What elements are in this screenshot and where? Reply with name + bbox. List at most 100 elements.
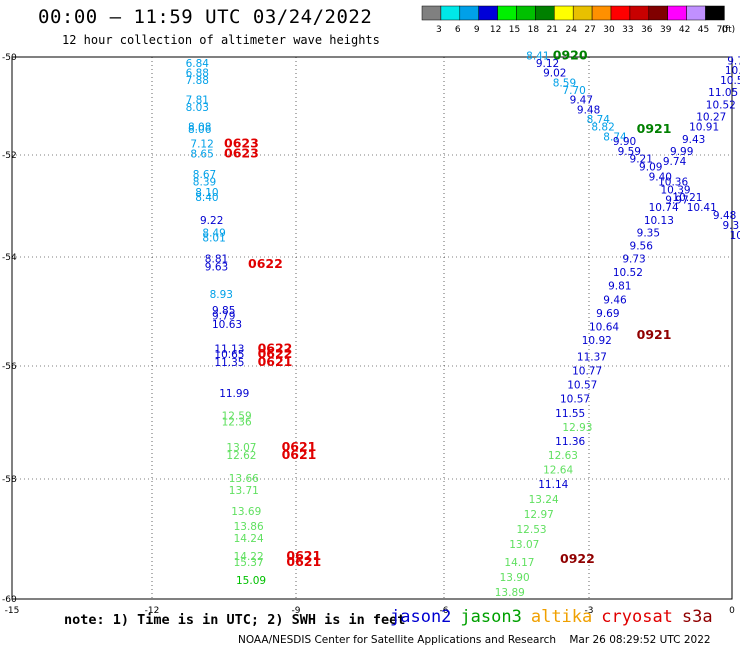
- data-label: 8.39: [193, 177, 216, 189]
- data-label: 13.24: [529, 494, 559, 506]
- data-label: 8.08: [188, 122, 211, 134]
- colorbar-tick-label: 24: [565, 25, 577, 35]
- colorbar-tick-label: 18: [528, 25, 540, 35]
- chart-subtitle: 12 hour collection of altimeter wave hei…: [62, 33, 380, 47]
- data-label: 9.90: [613, 136, 636, 148]
- data-label: 11.13: [214, 343, 244, 355]
- data-label: 9.02: [543, 68, 566, 80]
- data-label: 13.90: [500, 572, 530, 584]
- data-label: 15.37: [234, 557, 264, 569]
- data-label: 9.73: [622, 253, 645, 265]
- data-label: 13.07: [509, 539, 539, 551]
- legend-entry: s3a: [681, 607, 713, 627]
- pass-time-annotation: 0622: [248, 256, 283, 271]
- data-label: 9.46: [603, 294, 627, 306]
- colorbar-tick-label: 21: [547, 25, 558, 35]
- data-label: 8.81: [205, 253, 228, 265]
- data-label: 10.91: [689, 122, 719, 134]
- colorbar-tick-label: 45: [698, 25, 709, 35]
- data-label: 11.05: [708, 87, 738, 99]
- plot-frame: [11, 56, 733, 600]
- data-label: 12.53: [517, 524, 547, 536]
- data-label: 8.67: [193, 169, 216, 181]
- colorbar-swatch: [705, 5, 725, 21]
- x-tick-label: -15: [5, 606, 20, 616]
- data-label: 14.24: [234, 533, 264, 545]
- data-label: 10.39: [661, 184, 691, 196]
- data-label: 9.69: [596, 308, 619, 320]
- data-label: 9.97: [665, 194, 688, 206]
- colorbar-tick-label: 6: [455, 25, 461, 35]
- pass-time-annotation: 0921: [637, 121, 672, 136]
- colorbar-tick-label: 42: [679, 25, 690, 35]
- data-label: 11.14: [538, 479, 568, 491]
- data-label: 9.35: [637, 228, 660, 240]
- y-tick-label: -56: [2, 362, 17, 372]
- data-label: 11.36: [555, 436, 585, 448]
- data-label: 9.21: [630, 154, 653, 166]
- data-label: 6.88: [186, 68, 209, 80]
- data-label: 14.22: [234, 551, 264, 563]
- data-label: 12.97: [524, 509, 554, 521]
- data-label: 9.43: [682, 134, 705, 146]
- data-label: 8.03: [186, 102, 209, 114]
- data-label: 10.92: [582, 335, 612, 347]
- data-label: 9.74: [663, 156, 687, 168]
- pass-time-annotation: 0622: [258, 340, 293, 355]
- data-label: 8.41: [526, 50, 549, 62]
- data-label: 10.57: [560, 394, 590, 406]
- data-label: 7.81: [186, 95, 209, 107]
- pass-time-annotation: 0922: [560, 551, 595, 566]
- pass-time-annotation: 0921: [637, 327, 672, 342]
- pass-time-annotation: 0621: [286, 554, 321, 569]
- data-label: 12.63: [548, 450, 578, 462]
- data-label: 15.09: [236, 575, 266, 587]
- data-label: 10.64: [589, 322, 619, 334]
- data-label: 10.53: [720, 75, 740, 87]
- data-label: 9.47: [570, 95, 593, 107]
- data-label: 13.86: [234, 521, 264, 533]
- data-label: 9.99: [670, 146, 693, 158]
- data-label: 14.17: [504, 557, 534, 569]
- data-label: 9.12: [536, 58, 559, 70]
- y-tick-label: -50: [2, 53, 17, 63]
- data-label: 8.49: [202, 228, 225, 240]
- data-label: 8.40: [195, 192, 218, 204]
- data-label: 9.48: [713, 210, 736, 222]
- data-label: 10.57: [567, 380, 597, 392]
- colorbar-tick-label: 70: [717, 25, 729, 35]
- data-label: 13.07: [226, 442, 256, 454]
- data-label: 9.85: [212, 305, 235, 317]
- data-label: 9.63: [205, 262, 228, 274]
- data-label: 9.22: [200, 215, 223, 227]
- data-label: 7.12: [190, 139, 213, 151]
- pass-time-annotation: 0623: [224, 136, 259, 151]
- data-label: 10.52: [613, 267, 643, 279]
- colorbar-tick-label: 12: [490, 25, 501, 35]
- colorbar-tick-label: 15: [509, 25, 520, 35]
- data-label: 11.37: [577, 352, 607, 364]
- data-label: 9.48: [577, 104, 600, 116]
- y-tick-label: -54: [2, 253, 17, 263]
- pass-time-annotation: 0621: [282, 447, 317, 462]
- data-label: 8.10: [195, 187, 218, 199]
- y-tick-label: -52: [2, 151, 17, 161]
- data-label: 9.81: [608, 281, 631, 293]
- data-label: 8.01: [202, 233, 225, 245]
- data-label: 12.64: [543, 464, 573, 476]
- legend: jason2 jason3 altika cryosat s3a: [390, 607, 722, 627]
- scatter-plot: -50-52-54-56-58-60-15 -12 -9 -6 -3 06.846.887…: [2, 47, 740, 616]
- chart-title: 00:00 – 11:59 UTC 03/24/2022: [38, 6, 373, 28]
- x-tick-label: -3: [585, 606, 594, 616]
- data-label: 13.71: [229, 485, 259, 497]
- data-label: 10.13: [644, 215, 674, 227]
- pass-time-annotation: 0621: [282, 439, 317, 454]
- colorbar-tick-label: 30: [603, 25, 615, 35]
- x-tick-label: -6: [440, 606, 449, 616]
- colorbar-unit: (ft): [722, 25, 736, 35]
- colorbar-tick-label: 3: [436, 25, 442, 35]
- data-label: 8.06: [188, 124, 212, 136]
- x-tick-label: -12: [145, 606, 160, 616]
- data-label: 11.99: [219, 388, 249, 400]
- legend-entry: cryosat: [601, 607, 673, 627]
